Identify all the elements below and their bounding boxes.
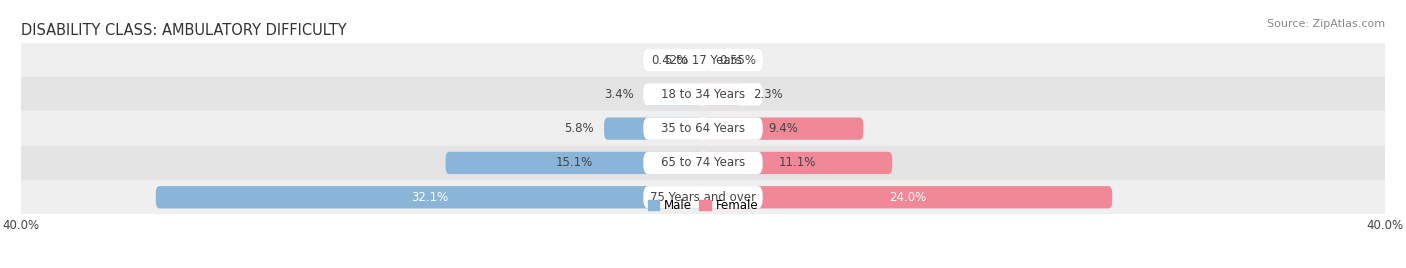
FancyBboxPatch shape (703, 186, 1112, 209)
FancyBboxPatch shape (703, 49, 713, 71)
Bar (21, 43, 1385, 77)
FancyBboxPatch shape (644, 186, 762, 209)
Text: 15.1%: 15.1% (555, 157, 593, 169)
Bar (21, 180, 1385, 214)
Text: 0.55%: 0.55% (720, 54, 756, 66)
FancyBboxPatch shape (156, 186, 703, 209)
FancyBboxPatch shape (645, 83, 703, 106)
Text: 65 to 74 Years: 65 to 74 Years (661, 157, 745, 169)
Text: Source: ZipAtlas.com: Source: ZipAtlas.com (1267, 19, 1385, 29)
Text: 32.1%: 32.1% (411, 191, 449, 204)
FancyBboxPatch shape (703, 152, 893, 174)
Text: 24.0%: 24.0% (889, 191, 927, 204)
FancyBboxPatch shape (644, 117, 762, 140)
FancyBboxPatch shape (703, 117, 863, 140)
Text: 35 to 64 Years: 35 to 64 Years (661, 122, 745, 135)
FancyBboxPatch shape (644, 152, 762, 174)
FancyBboxPatch shape (703, 83, 742, 106)
FancyBboxPatch shape (446, 152, 703, 174)
Text: DISABILITY CLASS: AMBULATORY DIFFICULTY: DISABILITY CLASS: AMBULATORY DIFFICULTY (21, 23, 347, 38)
Text: 11.1%: 11.1% (779, 157, 817, 169)
Text: 9.4%: 9.4% (768, 122, 799, 135)
Text: 3.4%: 3.4% (605, 88, 634, 101)
FancyBboxPatch shape (644, 83, 762, 106)
Bar (21, 146, 1385, 180)
FancyBboxPatch shape (644, 49, 762, 71)
Text: 75 Years and over: 75 Years and over (650, 191, 756, 204)
Text: 2.3%: 2.3% (752, 88, 783, 101)
Text: 5 to 17 Years: 5 to 17 Years (665, 54, 741, 66)
FancyBboxPatch shape (605, 117, 703, 140)
Text: 0.42%: 0.42% (651, 54, 689, 66)
Text: 5.8%: 5.8% (564, 122, 593, 135)
Bar (21, 111, 1385, 146)
Legend: Male, Female: Male, Female (643, 195, 763, 217)
Bar (21, 77, 1385, 111)
FancyBboxPatch shape (696, 49, 703, 71)
Text: 18 to 34 Years: 18 to 34 Years (661, 88, 745, 101)
